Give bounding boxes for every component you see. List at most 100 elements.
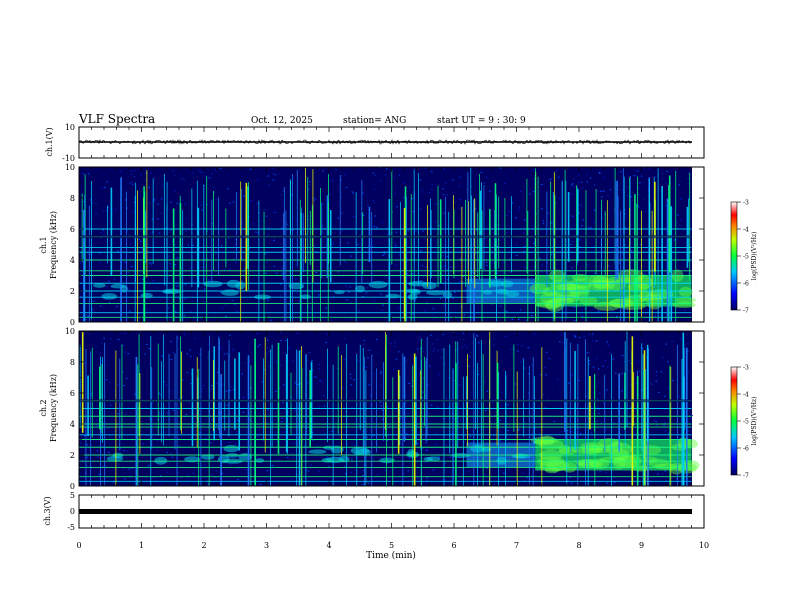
- colorbar-2: -3 -4 -5 -6 -7 log(PSD)(V²/Hz): [730, 365, 758, 480]
- noise-speck: [601, 196, 603, 198]
- noise-speck: [462, 332, 465, 334]
- noise-speck: [452, 331, 455, 333]
- noise-speck: [426, 449, 428, 451]
- noise-speck: [192, 244, 194, 246]
- noise-speck: [119, 170, 122, 172]
- noise-speck: [602, 402, 605, 404]
- noise-speck: [265, 355, 267, 357]
- noise-speck: [311, 359, 313, 361]
- noise-speck: [459, 419, 462, 421]
- noise-speck: [270, 380, 273, 382]
- noise-speck: [181, 178, 183, 180]
- noise-speck: [505, 311, 508, 313]
- noise-speck: [590, 226, 592, 228]
- noise-speck: [82, 173, 85, 175]
- noise-speck: [281, 417, 284, 419]
- noise-speck: [128, 475, 131, 477]
- noise-speck: [343, 359, 346, 361]
- noise-speck: [598, 408, 600, 410]
- noise-speck: [362, 484, 364, 486]
- noise-speck: [581, 225, 583, 227]
- noise-speck: [517, 237, 520, 239]
- noise-speck: [439, 357, 442, 359]
- noise-speck: [99, 261, 102, 263]
- noise-speck: [394, 243, 396, 245]
- noise-speck: [226, 404, 228, 406]
- noise-speck: [606, 389, 608, 391]
- noise-speck: [491, 262, 494, 264]
- noise-speck: [457, 417, 459, 419]
- noise-speck: [298, 300, 300, 302]
- noise-speck: [279, 332, 282, 334]
- noise-speck: [462, 271, 464, 273]
- band-blob: [567, 284, 591, 294]
- noise-speck: [257, 179, 259, 181]
- noise-speck: [318, 470, 320, 472]
- noise-speck: [420, 280, 422, 282]
- noise-speck: [191, 173, 194, 175]
- noise-speck: [485, 261, 488, 263]
- noise-speck: [435, 203, 437, 205]
- noise-speck: [688, 273, 690, 275]
- patch-blob: [379, 457, 395, 464]
- spec2-xticks: [78, 331, 705, 486]
- noise-speck: [228, 442, 231, 444]
- noise-speck: [571, 374, 574, 376]
- noise-speck: [608, 225, 610, 227]
- noise-speck: [598, 412, 600, 414]
- noise-speck: [318, 274, 320, 276]
- noise-speck: [442, 333, 444, 335]
- noise-speck: [551, 222, 553, 224]
- noise-speck: [190, 311, 192, 313]
- noise-speck: [221, 473, 224, 475]
- noise-speck: [523, 367, 526, 369]
- noise-speck: [124, 332, 126, 334]
- noise-speck: [153, 199, 156, 201]
- noise-speck: [511, 319, 514, 321]
- noise-speck: [407, 230, 410, 232]
- noise-speck: [459, 258, 462, 260]
- noise-speck: [633, 238, 635, 240]
- noise-speck: [444, 480, 447, 482]
- noise-speck: [602, 365, 604, 367]
- noise-speck: [131, 266, 134, 268]
- noise-speck: [248, 216, 251, 218]
- noise-speck: [380, 180, 382, 182]
- noise-speck: [380, 371, 382, 373]
- noise-speck: [229, 390, 231, 392]
- noise-speck: [167, 412, 169, 414]
- ch1-xticks: [78, 127, 705, 158]
- noise-speck: [244, 267, 247, 269]
- noise-speck: [200, 204, 202, 206]
- noise-speck: [424, 310, 427, 312]
- patch-blob: [325, 456, 345, 463]
- noise-speck: [522, 358, 525, 360]
- band-blob: [572, 446, 601, 454]
- noise-speck: [603, 176, 606, 178]
- noise-speck: [573, 473, 575, 475]
- noise-speck: [614, 372, 617, 374]
- noise-speck: [525, 319, 527, 321]
- noise-speck: [114, 209, 117, 211]
- noise-speck: [252, 223, 255, 225]
- figure-title: VLF Spectra: [78, 112, 155, 126]
- noise-speck: [679, 180, 681, 182]
- ch1-ylabel: ch.1(V): [45, 127, 54, 156]
- band-blob: [598, 438, 620, 448]
- noise-speck: [519, 309, 522, 311]
- noise-speck: [421, 418, 423, 420]
- noise-speck: [680, 338, 682, 340]
- noise-speck: [550, 271, 553, 273]
- noise-speck: [557, 176, 560, 178]
- colorbar-2-label: log(PSD)(V²/Hz): [751, 397, 758, 446]
- noise-speck: [411, 273, 413, 275]
- noise-speck: [485, 237, 488, 239]
- noise-speck: [232, 201, 235, 203]
- colorbar-1-label: log(PSD)(V²/Hz): [751, 232, 758, 281]
- noise-speck: [117, 384, 119, 386]
- noise-speck: [684, 309, 686, 311]
- noise-speck: [430, 334, 432, 336]
- noise-speck: [644, 211, 647, 213]
- noise-speck: [305, 233, 307, 235]
- noise-speck: [326, 365, 328, 367]
